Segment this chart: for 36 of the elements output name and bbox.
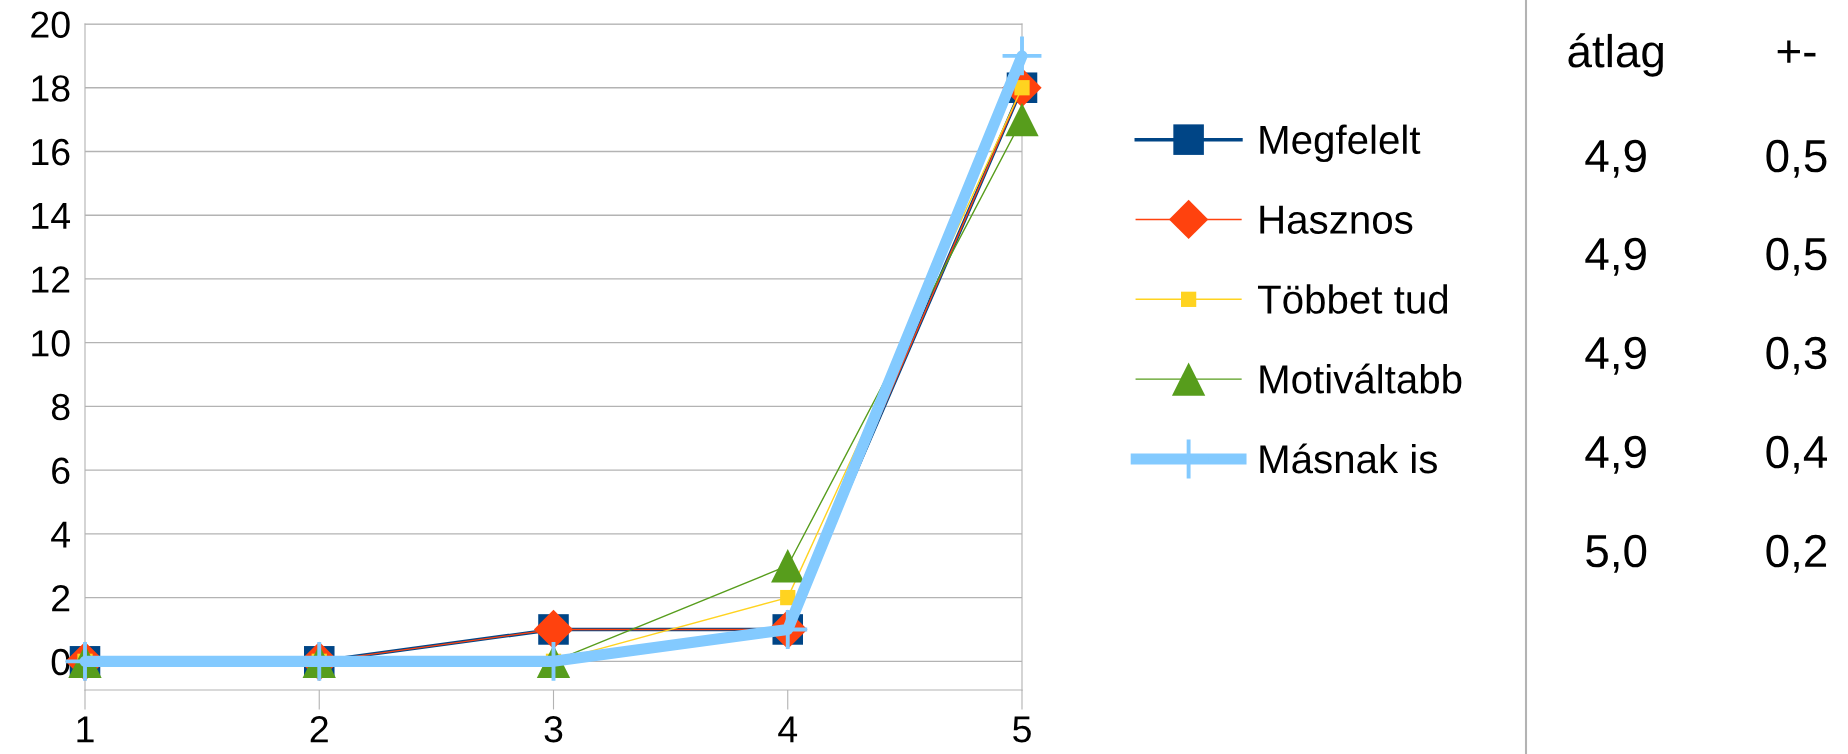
text: +- xyxy=(1777,40,1816,63)
x-tick-label: 2 xyxy=(310,715,328,743)
text: 0,4 xyxy=(1766,435,1827,474)
text: 4,9 xyxy=(1585,336,1646,375)
y-tick-label: 2 xyxy=(52,584,70,612)
x-tick-label: 5 xyxy=(1013,716,1031,743)
x-tick-label: 1 xyxy=(77,716,94,743)
y-tick-label: 4 xyxy=(51,521,71,548)
y-tick-label: 18 xyxy=(32,75,70,102)
text: 4,9 xyxy=(1585,139,1646,178)
y-tick-label: 8 xyxy=(51,393,70,421)
legend-label: Megfelelt xyxy=(1260,124,1421,163)
legend-label: Másnak is xyxy=(1260,443,1437,474)
y-tick-label: 16 xyxy=(32,138,70,166)
y-tick-label: 10 xyxy=(32,330,70,357)
y-tick-label: 6 xyxy=(52,457,70,485)
point xyxy=(1005,102,1039,137)
text: 4,9 xyxy=(1585,237,1646,276)
text: 0,5 xyxy=(1766,237,1827,276)
text: átlag xyxy=(1568,33,1663,77)
y-tick-label: 14 xyxy=(32,202,71,229)
point xyxy=(1002,36,1042,76)
point xyxy=(771,549,805,583)
text: 4,9 xyxy=(1585,435,1646,474)
point xyxy=(780,589,796,606)
text: 0,3 xyxy=(1766,336,1827,375)
y-tick-label: 20 xyxy=(31,11,70,38)
legend-label: Többet tud xyxy=(1257,284,1448,314)
x-tick-label: 3 xyxy=(544,715,563,743)
x-tick-label: 4 xyxy=(778,716,798,743)
text: 5,0 xyxy=(1586,534,1647,573)
legend-label: Hasznos xyxy=(1260,205,1413,234)
text: 0,5 xyxy=(1766,139,1827,178)
y-tick-label: 12 xyxy=(32,266,70,293)
legend-label: Motiváltabb xyxy=(1260,363,1462,394)
text: 0,2 xyxy=(1766,534,1827,573)
